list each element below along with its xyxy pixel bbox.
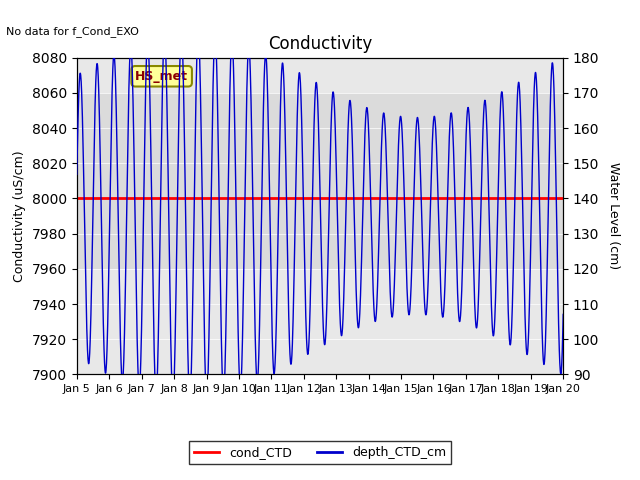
Text: HS_met: HS_met — [135, 70, 188, 83]
Text: No data for f_Cond_EXO: No data for f_Cond_EXO — [6, 25, 140, 36]
Y-axis label: Conductivity (uS/cm): Conductivity (uS/cm) — [13, 150, 26, 282]
Legend: cond_CTD, depth_CTD_cm: cond_CTD, depth_CTD_cm — [189, 441, 451, 464]
Y-axis label: Water Level (cm): Water Level (cm) — [607, 162, 620, 270]
Bar — [77, 93, 563, 269]
Title: Conductivity: Conductivity — [268, 35, 372, 53]
